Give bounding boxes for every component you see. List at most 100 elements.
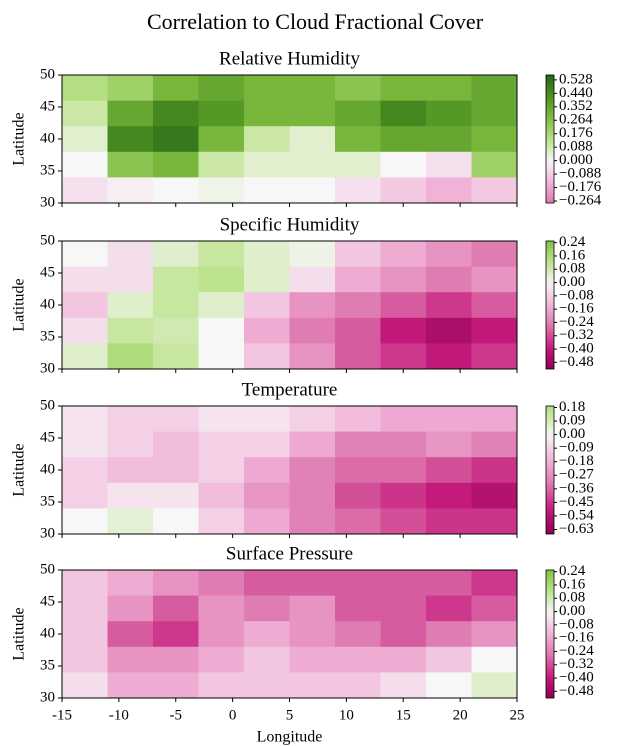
heatmap-cell [244,431,290,458]
heatmap-cell [107,151,154,178]
heatmap-cell [107,457,154,484]
heatmap-cell [107,100,154,127]
heatmap-cell [198,177,245,204]
heatmap-cell [426,672,472,699]
heatmap-cell [153,570,199,597]
colorbar-tick-label: −0.18 [559,453,594,469]
heatmap-cell [244,100,290,127]
x-tick-label: -10 [109,707,129,723]
heatmap-cell [471,431,518,458]
heatmap-cell [380,292,427,319]
heatmap-cell [62,177,108,204]
heatmap-cell [198,343,245,370]
heatmap-cell [153,75,199,102]
heatmap-cell [335,508,381,535]
heatmap-cell [380,431,427,458]
colorbar-tick-label: 0.00 [559,426,585,442]
y-tick-label: 35 [40,162,55,178]
heatmap-cell [335,621,381,648]
heatmap-cell [426,646,472,673]
heatmap-cell [244,292,290,319]
y-tick-label: 45 [40,98,55,114]
heatmap-cell [62,151,108,178]
y-tick-label: 35 [40,657,55,673]
heatmap-cell [380,508,427,535]
y-tick-label: 50 [40,397,55,413]
heatmap-cell [471,241,518,268]
heatmap-cell [471,75,518,102]
heatmap-cell [198,75,245,102]
panel-title: Relative Humidity [219,48,360,69]
heatmap-cell [426,241,472,268]
heatmap-cell [107,343,154,370]
heatmap-cell [198,482,245,509]
colorbar-tick-label: 0.00 [559,274,585,290]
heatmap-cell [426,508,472,535]
heatmap-cell [471,151,518,178]
heatmap-cell [380,266,427,293]
heatmap-cell [289,126,336,153]
colorbar-tick-label: 0.088 [559,139,593,155]
x-tick-label: 5 [286,707,294,723]
heatmap-cell [153,482,199,509]
heatmap-cell [471,621,518,648]
heatmap-cell [426,151,472,178]
heatmap-cell [380,317,427,344]
heatmap-cell [426,406,472,433]
heatmap-cell [471,457,518,484]
x-tick-label: -15 [52,707,72,723]
heatmap-cell [107,621,154,648]
heatmap-cell [380,482,427,509]
heatmap-cell [107,292,154,319]
heatmap-cell [107,595,154,622]
heatmap-cell [380,343,427,370]
heatmap-cell [335,177,381,204]
colorbar-tick-label: 0.176 [559,125,593,141]
heatmap-cell [62,406,108,433]
heatmap-cell [153,508,199,535]
heatmap-cell [380,672,427,699]
heatmap-cell [471,177,518,204]
colorbar-tick-label: −0.08 [559,287,594,303]
heatmap-cell [380,406,427,433]
heatmap-cell [107,317,154,344]
heatmap-cell [153,457,199,484]
heatmap-cell [289,343,336,370]
heatmap-cell [426,177,472,204]
heatmap-cell [471,406,518,433]
panel-title: Surface Pressure [226,543,353,564]
colorbar-tick-label: 0.00 [559,603,585,619]
y-tick-label: 30 [40,689,55,705]
heatmap-cell [289,595,336,622]
heatmap-cell [198,317,245,344]
colorbar-tick-label: −0.24 [559,314,594,330]
heatmap-cell [380,595,427,622]
heatmap-cell [198,431,245,458]
heatmap-cell [198,646,245,673]
colorbar-tick-label: 0.18 [559,399,585,415]
y-tick-label: 45 [40,264,55,280]
heatmap-cell [380,126,427,153]
heatmap-cell [107,482,154,509]
heatmap-cell [62,508,108,535]
heatmap-cell [107,126,154,153]
colorbar-tick-label: −0.16 [559,301,594,317]
heatmap-cell [62,266,108,293]
heatmap-cell [244,570,290,597]
heatmap-cell [335,75,381,102]
heatmap-cell [244,508,290,535]
heatmap-cell [107,672,154,699]
heatmap-cell [426,570,472,597]
heatmap-cell [289,266,336,293]
heatmap-cell [198,126,245,153]
heatmap-cell [289,151,336,178]
heatmap-cell [426,431,472,458]
heatmap-cell [289,570,336,597]
y-tick-label: 50 [40,66,55,82]
colorbar-tick-label: −0.36 [559,480,594,496]
heatmap-cell [471,672,518,699]
colorbar-tick-label: 0.16 [559,576,586,592]
y-tick-label: 50 [40,232,55,248]
heatmap-cell [62,570,108,597]
